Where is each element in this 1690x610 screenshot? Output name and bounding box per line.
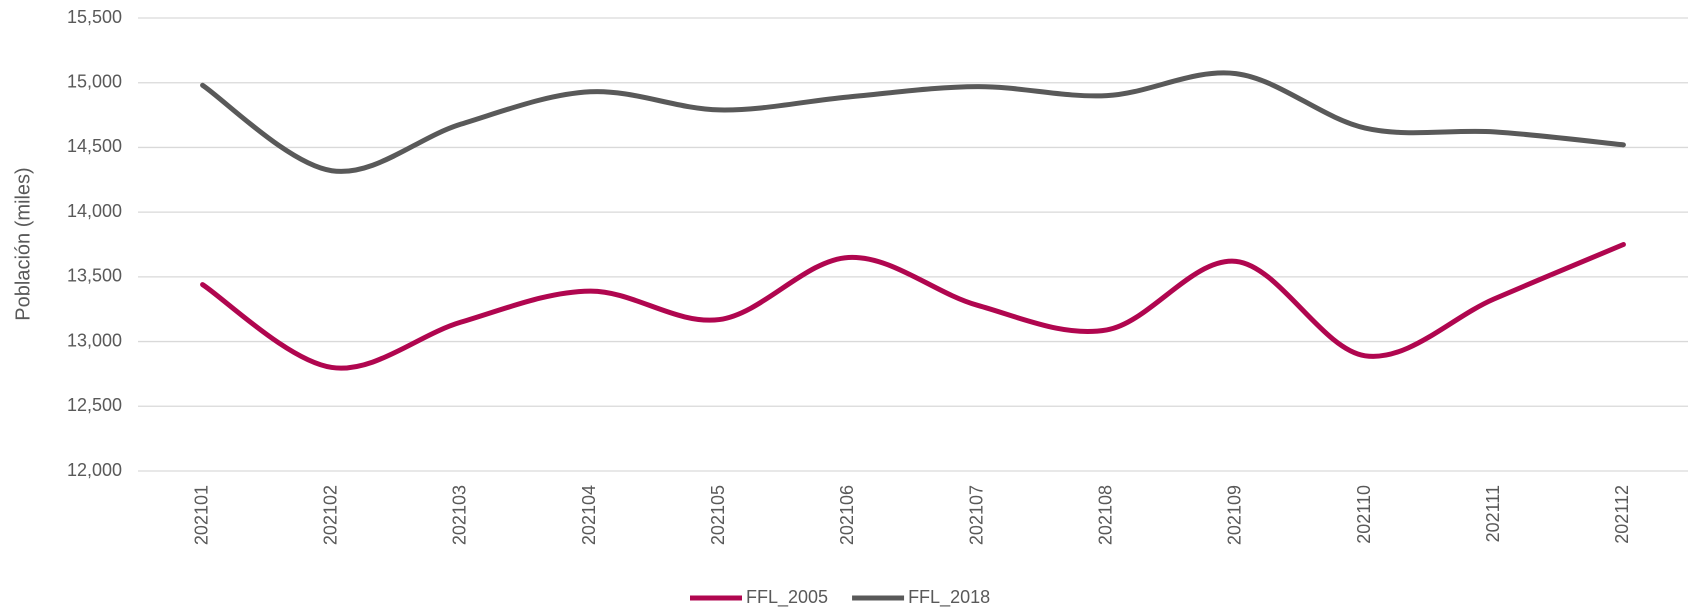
x-tick-label: 202107 (966, 485, 986, 545)
y-tick-label: 14,000 (67, 201, 122, 221)
x-tick-label: 202111 (1483, 485, 1503, 542)
y-axis-label: Población (miles) (12, 167, 34, 320)
x-tick-label: 202104 (579, 485, 599, 545)
y-tick-label: 13,500 (67, 266, 122, 286)
legend-label: FFL_2018 (908, 587, 990, 608)
y-tick-label: 13,000 (67, 330, 122, 350)
series-line (200, 70, 1626, 174)
x-tick-label: 202110 (1354, 485, 1374, 544)
y-tick-label: 14,500 (67, 136, 122, 156)
x-tick-label: 202103 (450, 485, 470, 545)
x-tick-label: 202108 (1096, 485, 1116, 545)
x-tick-label: 202105 (708, 485, 728, 545)
legend-label: FFL_2005 (746, 587, 828, 608)
x-tick-label: 202102 (321, 485, 341, 545)
x-tick-label: 202101 (191, 485, 211, 545)
x-tick-label: 202106 (837, 485, 857, 545)
series-line (200, 242, 1626, 371)
y-tick-label: 12,500 (67, 395, 122, 415)
y-tick-label: 15,500 (67, 7, 122, 27)
y-tick-label: 12,000 (67, 460, 122, 480)
x-tick-label: 202112 (1612, 485, 1632, 544)
y-tick-label: 15,000 (67, 71, 122, 91)
x-tick-label: 202109 (1225, 485, 1245, 545)
